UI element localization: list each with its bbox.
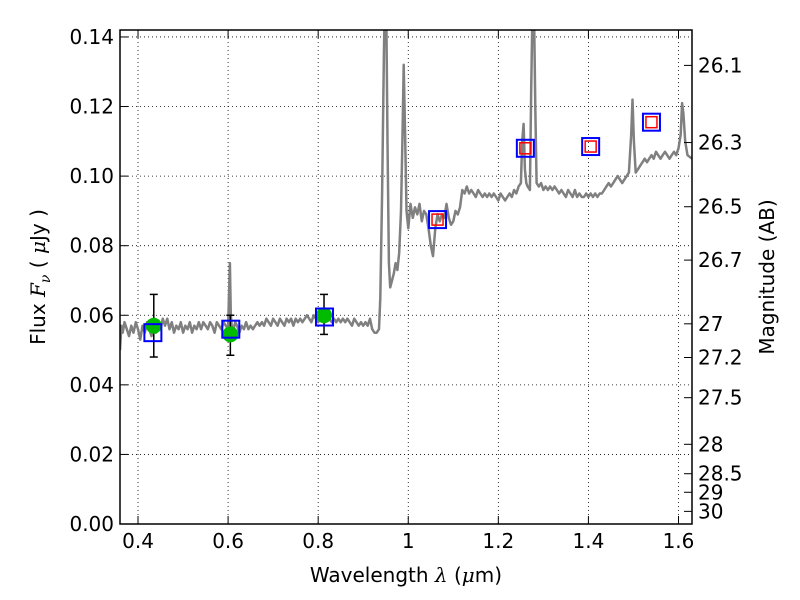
y-tick-label: 0.10 xyxy=(69,164,114,188)
green-point-marker xyxy=(145,317,162,334)
plot-frame xyxy=(119,29,693,525)
x-tick-label: 1 xyxy=(402,529,415,553)
magnitude-tick-label: 26.3 xyxy=(698,131,743,155)
blue-squares xyxy=(143,112,661,343)
x-tick-label: 0.8 xyxy=(302,529,334,553)
blue-square-marker xyxy=(641,112,661,132)
y-tick-label: 0.00 xyxy=(69,512,114,536)
y2-axis-label: Magnitude (AB) xyxy=(755,199,779,354)
red-square-marker xyxy=(645,115,658,129)
magnitude-tick-label: 26.7 xyxy=(698,248,743,272)
red-square-marker xyxy=(584,140,597,153)
magnitude-tick-label: 26.1 xyxy=(698,53,743,77)
y-tick-label: 0.08 xyxy=(69,234,114,258)
y-axis-label: Flux Fν ( μJy ) xyxy=(26,209,54,345)
x-tick-label: 1.2 xyxy=(482,529,514,553)
magnitude-tick-label: 30 xyxy=(698,499,723,523)
x-tick-label: 1.6 xyxy=(663,529,695,553)
magnitude-tick-label: 26.5 xyxy=(698,195,743,219)
y-tick-label: 0.02 xyxy=(69,442,114,466)
x-axis-ticks: 0.4 0.6 0.8 1 1.2 1.4 1.6 xyxy=(122,30,694,553)
magnitude-tick-label: 27 xyxy=(698,312,723,336)
blue-square-marker xyxy=(428,210,448,230)
green-point-marker xyxy=(316,307,333,324)
x-axis-label: Wavelength λ (μm) xyxy=(310,563,502,587)
x-tick-label: 0.4 xyxy=(122,529,154,553)
plot-area xyxy=(120,30,692,524)
magnitude-tick-label: 28.5 xyxy=(698,462,743,486)
magnitude-tick-label: 29 xyxy=(698,480,723,504)
red-square-marker xyxy=(519,142,532,155)
magnitude-tick-label: 28 xyxy=(698,432,723,456)
y-tick-label: 0.12 xyxy=(69,95,114,119)
green-point-marker xyxy=(222,326,239,343)
magnitude-tick-label: 27.5 xyxy=(698,386,743,410)
blue-square-marker xyxy=(314,307,334,327)
spectrum-line xyxy=(120,30,692,351)
magnitude-tick-label: 27.2 xyxy=(698,345,743,369)
x-tick-label: 0.6 xyxy=(212,529,244,553)
y-axis-ticks: 0.00 0.02 0.04 0.06 0.08 0.10 0.12 0.14 xyxy=(69,25,128,536)
blue-square-marker xyxy=(143,323,163,343)
red-square-marker xyxy=(431,213,444,226)
y-tick-label: 0.06 xyxy=(69,303,114,327)
y-tick-label: 0.04 xyxy=(69,373,114,397)
blue-square-marker xyxy=(581,137,601,157)
blue-square-marker xyxy=(515,138,535,158)
blue-square-marker xyxy=(221,319,241,339)
red-squares xyxy=(431,115,658,226)
y-tick-label: 0.14 xyxy=(69,25,114,49)
x-tick-label: 1.4 xyxy=(573,529,605,553)
